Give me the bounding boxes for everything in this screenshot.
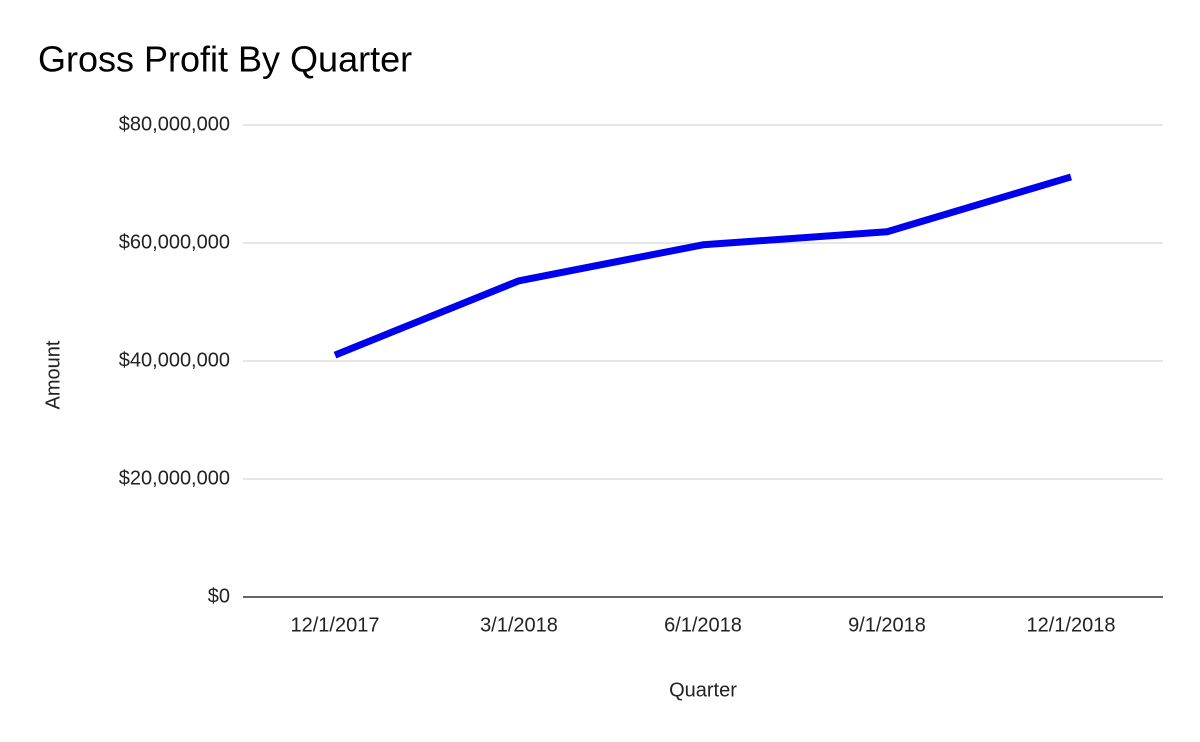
y-tick-label: $40,000,000 [119,349,230,371]
x-tick-label: 12/1/2018 [1027,614,1116,636]
y-tick-label: $80,000,000 [119,113,230,135]
y-tick-label: $60,000,000 [119,231,230,253]
x-tick-label: 9/1/2018 [848,614,926,636]
x-tick-label: 3/1/2018 [480,614,558,636]
x-tick-label: 6/1/2018 [664,614,742,636]
y-tick-label: $0 [208,585,230,607]
line-series [333,173,1073,359]
y-axis-label: Amount [42,340,64,409]
x-tick-label: 12/1/2017 [291,614,380,636]
y-tick-label: $20,000,000 [119,467,230,489]
chart-title: Gross Profit By Quarter [38,39,412,80]
x-axis-label: Quarter [669,679,737,701]
